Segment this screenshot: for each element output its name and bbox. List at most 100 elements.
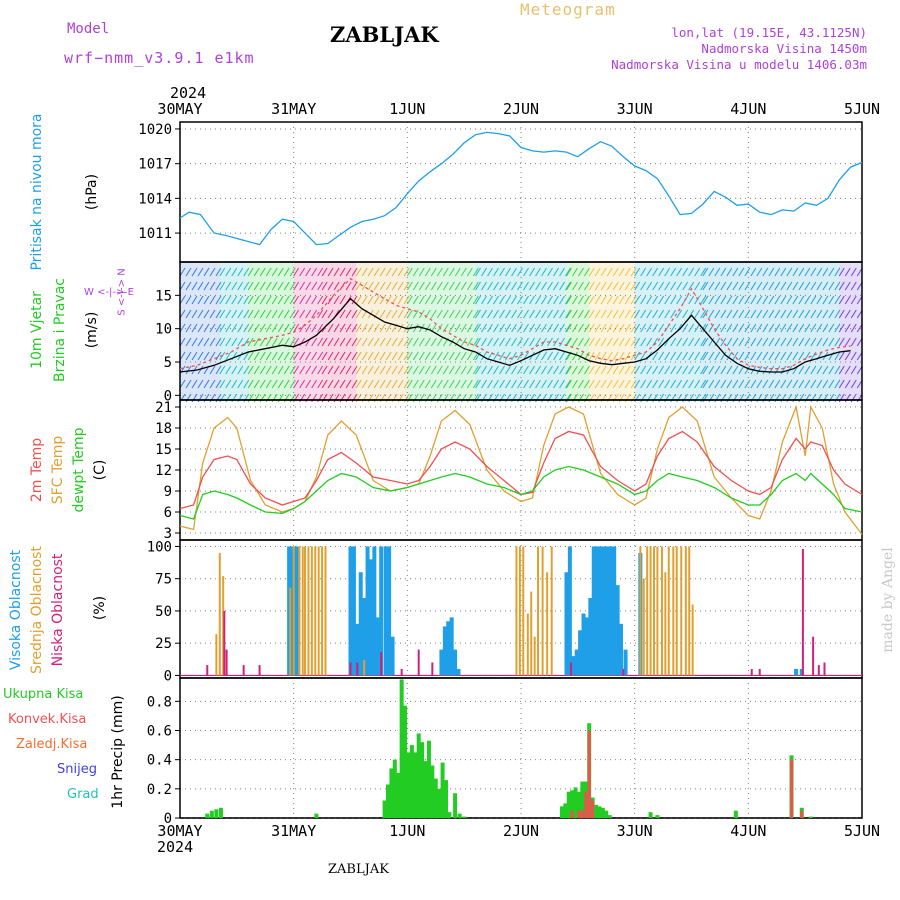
- wind-barb: [203, 309, 210, 319]
- wind-barb: [373, 379, 380, 389]
- mid-cloud-bar: [639, 546, 642, 676]
- wind-barb: [259, 365, 266, 375]
- wind-barb: [682, 281, 689, 291]
- mid-cloud-bar: [675, 546, 678, 676]
- wind-barb: [237, 351, 244, 361]
- wind-barb: [844, 267, 851, 277]
- wind-barb: [355, 351, 362, 361]
- total-precip-bar: [597, 806, 602, 818]
- total-precip-bar: [426, 740, 431, 818]
- wind-barb: [475, 323, 481, 333]
- wind-barb: [664, 351, 671, 361]
- wind-barb: [588, 309, 595, 319]
- wind-barb: [726, 281, 733, 291]
- wind-barb: [523, 379, 529, 389]
- convective-precip-bar: [591, 800, 595, 818]
- wind-barb: [333, 379, 340, 389]
- wind-barb: [179, 351, 186, 361]
- wind-barb: [756, 281, 763, 291]
- wind-barb: [511, 281, 517, 291]
- wind-barb: [305, 281, 312, 291]
- wind-barb: [179, 267, 186, 277]
- wind-barb: [311, 365, 318, 375]
- wind-barb: [243, 309, 250, 319]
- wind-barb: [700, 267, 707, 277]
- wind-barb: [612, 323, 619, 333]
- high-cloud-bar: [289, 546, 294, 676]
- wind-barb: [406, 295, 413, 305]
- wind-barb: [600, 281, 607, 291]
- wind-barb: [333, 295, 340, 305]
- wind-barb: [553, 365, 559, 375]
- wind-barb: [541, 337, 547, 347]
- wind-barb: [460, 267, 467, 277]
- wind-barb: [283, 309, 290, 319]
- wind-barb: [744, 267, 751, 277]
- wind-barb: [247, 351, 254, 361]
- wind-barb: [191, 267, 198, 277]
- wind-barb: [505, 323, 511, 333]
- wind-barb: [624, 379, 631, 389]
- wind-barb: [442, 281, 449, 291]
- total-precip-bar: [443, 780, 448, 818]
- wind-barb: [412, 337, 419, 347]
- wind-barb: [219, 295, 226, 305]
- wind-barb: [321, 309, 328, 319]
- wind-barb: [197, 281, 204, 291]
- wind-barb: [624, 281, 631, 291]
- wind-barb: [265, 309, 272, 319]
- wind-barb: [448, 267, 455, 277]
- wind-barb: [618, 309, 625, 319]
- wind-barb: [584, 323, 590, 333]
- wind-barb: [299, 337, 306, 347]
- wind-barb: [179, 281, 186, 291]
- wind-barb: [511, 295, 517, 305]
- wind-barb: [792, 323, 799, 333]
- x-tick-label-bottom: 5JUN: [844, 822, 880, 840]
- total-precip-bar: [648, 812, 653, 818]
- wind-barb: [472, 309, 479, 319]
- wind-barb: [634, 267, 641, 277]
- high-cloud-bar: [375, 617, 380, 676]
- wind-barb: [720, 337, 727, 347]
- wind-barb: [475, 351, 481, 361]
- wind-barb: [191, 379, 198, 389]
- wind-barb: [351, 267, 358, 277]
- wind-barb: [412, 365, 419, 375]
- wind-barb: [624, 323, 631, 333]
- wind-barb: [418, 379, 425, 389]
- wind-barb: [505, 379, 511, 389]
- wind-band-bg: [322, 262, 357, 400]
- wind-barb: [822, 309, 829, 319]
- mid-cloud-bar: [324, 546, 327, 676]
- wind-barb: [565, 379, 571, 389]
- wind-barb: [424, 365, 431, 375]
- wind-barb: [738, 323, 745, 333]
- wind-barb: [774, 267, 781, 277]
- x-tick-label-top: 3JUN: [617, 100, 653, 118]
- wind-barb: [798, 351, 805, 361]
- wind-barb: [219, 337, 226, 347]
- wind-barb: [185, 323, 192, 333]
- wind-barb: [505, 351, 511, 361]
- wind-barb: [355, 337, 362, 347]
- mid-cloud-bar: [526, 613, 529, 676]
- wind-barb: [466, 295, 473, 305]
- wind-barb: [850, 309, 857, 319]
- wind-barb: [624, 365, 631, 375]
- wind-barb: [738, 309, 745, 319]
- wind-barb: [460, 323, 467, 333]
- wind-barb: [566, 281, 572, 291]
- wind-barb: [529, 365, 535, 375]
- wind-barb: [738, 295, 745, 305]
- wind-barb: [197, 309, 204, 319]
- wind-barb: [460, 365, 467, 375]
- wind-barb: [798, 379, 805, 389]
- wind-barb: [553, 379, 559, 389]
- wind-barb: [185, 379, 192, 389]
- total-precip-bar: [447, 812, 452, 818]
- wind-barb: [588, 295, 595, 305]
- wind-barb: [305, 379, 312, 389]
- wind-barb: [547, 295, 553, 305]
- model-altitude-info: Nadmorska Visina u modelu 1406.03m: [611, 57, 867, 72]
